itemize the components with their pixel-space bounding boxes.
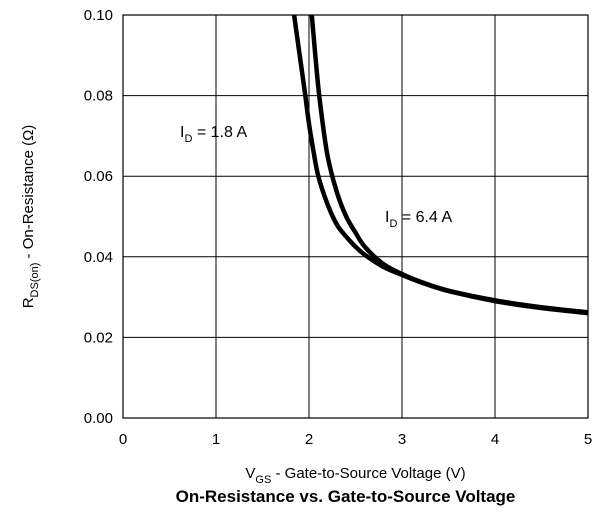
y-axis-label: RDS(on) - On-Resistance (Ω) bbox=[20, 125, 41, 309]
y-tick-label: 0.04 bbox=[84, 249, 113, 266]
x-tick-label: 1 bbox=[212, 431, 220, 448]
series-label-2: ID = 6.4 A bbox=[385, 209, 452, 230]
series-label-1: ID = 1.8 A bbox=[180, 124, 247, 145]
y-tick-label: 0.10 bbox=[84, 7, 113, 24]
x-tick-label: 0 bbox=[119, 431, 127, 448]
x-tick-label: 3 bbox=[398, 431, 406, 448]
y-tick-label: 0.08 bbox=[84, 88, 113, 105]
y-tick-label: 0.06 bbox=[84, 168, 113, 185]
y-tick-label: 0.02 bbox=[84, 329, 113, 346]
x-tick-label: 2 bbox=[305, 431, 313, 448]
plot-area bbox=[122, 14, 589, 419]
x-axis-label: VGS - Gate-to-Source Voltage (V) bbox=[245, 465, 465, 486]
y-tick-label: 0.00 bbox=[84, 410, 113, 427]
series-line-2 bbox=[309, 15, 588, 315]
x-tick-label: 4 bbox=[491, 431, 499, 448]
x-tick-label: 5 bbox=[584, 431, 592, 448]
series-line-1 bbox=[291, 15, 588, 316]
chart-title: On-Resistance vs. Gate-to-Source Voltage bbox=[176, 487, 516, 506]
grid bbox=[122, 14, 589, 419]
series-group bbox=[291, 15, 588, 316]
tick-labels: 0 1 2 3 4 5 0.00 0.02 0.04 0.06 0.08 0.10 bbox=[84, 7, 592, 448]
